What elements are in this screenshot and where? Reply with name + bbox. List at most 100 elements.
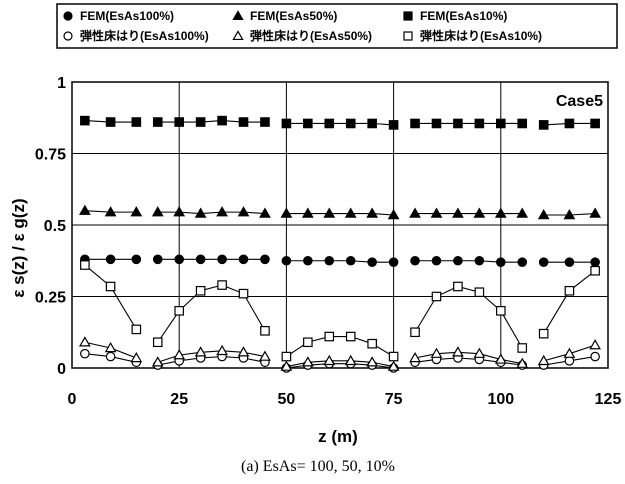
data-point — [324, 331, 335, 342]
data-point — [105, 281, 116, 292]
legend-entry: FEM(EsAs10%) — [420, 9, 507, 23]
data-point — [194, 207, 207, 218]
data-point — [496, 118, 506, 129]
series-line-segment — [84, 264, 137, 330]
data-point — [538, 257, 549, 267]
data-point — [151, 356, 164, 367]
data-point — [195, 117, 206, 127]
legend-marker — [232, 10, 244, 21]
data-point — [388, 120, 399, 130]
series-line-segment — [286, 213, 394, 216]
series-line-segment — [157, 350, 266, 363]
data-point — [366, 356, 379, 367]
legend-marker — [63, 31, 73, 41]
data-point — [563, 347, 576, 358]
data-point — [473, 207, 486, 218]
data-point — [431, 255, 442, 266]
data-point — [452, 207, 464, 218]
data-point — [301, 356, 314, 367]
grid — [72, 82, 608, 368]
legend-entry: 弾性床はり(EsAs50%) — [250, 28, 372, 43]
y-tick-labels: 0 0.25 0.5 0.75 1 — [35, 75, 66, 378]
panel-label: Case5 — [556, 93, 603, 110]
data-point — [517, 343, 528, 353]
data-point — [237, 346, 250, 357]
data-point — [453, 255, 463, 266]
data-point — [345, 255, 356, 266]
data-point — [387, 208, 400, 220]
data-point — [410, 255, 420, 266]
data-point — [194, 346, 207, 357]
data-point — [367, 338, 377, 349]
data-point — [79, 204, 91, 215]
data-point — [388, 257, 399, 267]
data-point — [323, 354, 336, 366]
data-point — [303, 255, 313, 266]
data-point — [216, 206, 228, 217]
data-point — [367, 118, 377, 129]
data-point — [344, 354, 357, 366]
data-point — [259, 207, 271, 218]
data-point — [260, 254, 270, 265]
data-point — [237, 206, 250, 217]
data-point — [260, 326, 270, 336]
data-point — [537, 354, 550, 366]
data-point — [473, 347, 486, 358]
data-point — [260, 117, 270, 127]
data-point — [79, 336, 91, 347]
data-point — [517, 257, 528, 267]
data-point — [590, 257, 600, 267]
data-point — [324, 118, 335, 129]
legend-entry: FEM(EsAs50%) — [250, 9, 337, 23]
legend-entry: 弾性床はり(EsAs10%) — [420, 28, 542, 43]
x-tick-label: 125 — [595, 391, 622, 408]
data-point — [151, 206, 164, 217]
data-point — [538, 328, 549, 339]
data-point — [494, 353, 507, 364]
data-point — [152, 337, 163, 348]
data-point — [105, 254, 116, 265]
y-tick-label: 1 — [57, 75, 66, 92]
figure-caption: (a) EsAs= 100, 50, 10% — [241, 458, 395, 475]
legend-marker — [232, 30, 244, 41]
data-point — [409, 207, 421, 218]
data-point — [217, 254, 227, 265]
data-point — [174, 117, 184, 127]
data-point — [564, 285, 575, 296]
data-point — [367, 257, 377, 267]
data-point — [366, 207, 379, 218]
legend-box — [56, 3, 618, 49]
x-axis-title: z (m) — [318, 427, 358, 446]
data-point — [453, 118, 463, 129]
series-line-segment — [414, 357, 523, 366]
data-point — [431, 118, 442, 129]
data-point — [516, 357, 529, 368]
data-point — [344, 207, 357, 218]
series-line-segment — [286, 122, 394, 126]
series-line-segment — [414, 285, 523, 349]
data-point — [80, 260, 90, 270]
data-point — [564, 257, 575, 267]
data-point — [410, 327, 420, 338]
data-point — [387, 360, 400, 371]
y-axis-title: ε s(z) / ε g(z) — [9, 198, 28, 297]
series-line-segment — [286, 335, 394, 358]
data-point — [517, 118, 528, 129]
data-point — [174, 306, 184, 316]
data-point — [589, 339, 601, 350]
data-point — [280, 207, 293, 218]
data-point — [345, 331, 356, 342]
data-point — [453, 281, 463, 292]
series-2 — [80, 115, 600, 130]
x-tick-labels: 0 25 50 75 100 125 — [68, 391, 622, 408]
legend-marker — [403, 31, 413, 41]
data-point — [217, 280, 227, 290]
data-point — [474, 287, 485, 298]
data-point — [195, 285, 206, 296]
data-point — [105, 117, 116, 127]
data-point — [259, 350, 271, 361]
data-point — [495, 257, 506, 267]
y-tick-label: 0.5 — [44, 218, 66, 235]
data-point — [589, 207, 601, 218]
